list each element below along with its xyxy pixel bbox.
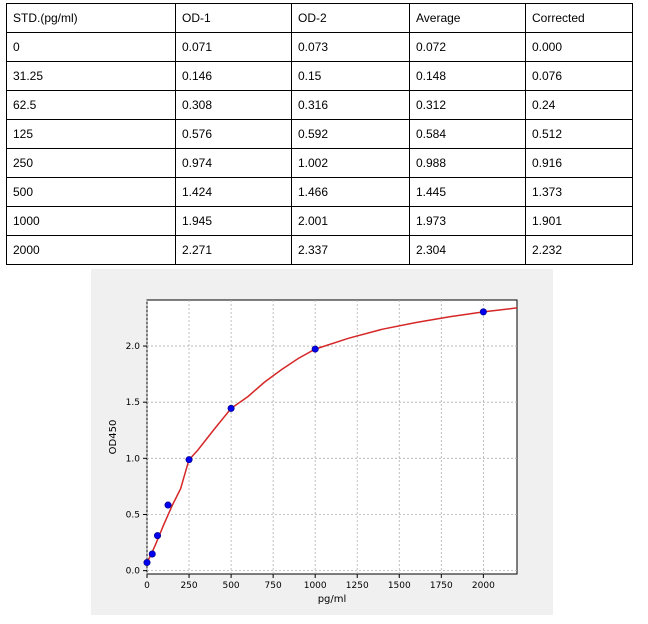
- table-cell: 62.5: [6, 90, 176, 120]
- column-header: Corrected: [525, 3, 633, 33]
- table-cell: 500: [6, 177, 176, 207]
- table-row: 1000 1.945 2.001 1.973 1.901: [6, 206, 633, 236]
- table-cell: 250: [6, 148, 176, 178]
- table-cell: 0.073: [291, 32, 410, 62]
- column-header: OD-1: [175, 3, 292, 33]
- y-tick-label: 1.0: [126, 454, 141, 464]
- grid: [146, 300, 517, 574]
- table-row: 0 0.071 0.073 0.072 0.000: [6, 32, 633, 62]
- table-row: 125 0.576 0.592 0.584 0.512: [6, 119, 633, 149]
- table-cell: 0.308: [175, 90, 292, 120]
- x-tick-label: 750: [265, 581, 282, 591]
- x-tick-label: 1500: [388, 581, 411, 591]
- y-tick-label: 1.5: [126, 398, 140, 408]
- column-header: OD-2: [291, 3, 410, 33]
- table-row: 62.5 0.308 0.316 0.312 0.24: [6, 90, 633, 120]
- standard-curve-chart: 0 250 500 750 1000 1250 1500 1750 2000 0.0 0.5 1.0 1…: [108, 299, 518, 605]
- table-cell: 1.373: [525, 177, 633, 207]
- table-cell: 0.512: [525, 119, 633, 149]
- table-cell: 0.076: [525, 61, 633, 91]
- column-header: STD.(pg/ml): [6, 3, 176, 33]
- data-point: [185, 456, 193, 464]
- x-tick-label: 1750: [430, 581, 453, 591]
- table-row: 250 0.974 1.002 0.988 0.916: [6, 148, 633, 178]
- chart-panel: 0 250 500 750 1000 1250 1500 1750 2000 0.0 0.5 1.0 1…: [91, 269, 553, 615]
- table-cell: 1000: [6, 206, 176, 236]
- table-cell: 0.316: [291, 90, 410, 120]
- table-cell: 1.424: [175, 177, 292, 207]
- table-cell: 2.304: [409, 235, 526, 265]
- table-header-row: STD.(pg/ml) OD-1 OD-2 Average Corrected: [6, 3, 633, 33]
- table-cell: 0.148: [409, 61, 526, 91]
- table-cell: 0.584: [409, 119, 526, 149]
- table-cell: 0.24: [525, 90, 633, 120]
- table-cell: 0.072: [409, 32, 526, 62]
- x-tick-label: 500: [222, 581, 239, 591]
- data-point: [148, 550, 156, 558]
- y-tick-label: 2.0: [126, 342, 141, 352]
- axis-ticks: 0 250 500 750 1000 1250 1500 1750 2000 0.0 0.5 1.0 1…: [126, 342, 495, 591]
- table-cell: 0.988: [409, 148, 526, 178]
- table-cell: 0.576: [175, 119, 292, 149]
- fit-curve-layer: [146, 307, 518, 563]
- table-cell: 0.15: [291, 61, 410, 91]
- table-cell: 0.974: [175, 148, 292, 178]
- table-cell: 31.25: [6, 61, 176, 91]
- x-tick-label: 1250: [346, 581, 369, 591]
- y-axis-label: OD450: [108, 420, 119, 455]
- y-tick-label: 0.5: [126, 510, 140, 520]
- table-cell: 0.146: [175, 61, 292, 91]
- x-tick-label: 1000: [304, 581, 327, 591]
- x-tick-label: 0: [144, 581, 150, 591]
- table-cell: 1.445: [409, 177, 526, 207]
- table-cell: 0.592: [291, 119, 410, 149]
- x-tick-label: 250: [180, 581, 197, 591]
- data-point-layer: [143, 308, 487, 567]
- standard-curve-table: STD.(pg/ml) OD-1 OD-2 Average Corrected …: [6, 3, 633, 265]
- x-axis-label: pg/ml: [318, 594, 347, 605]
- table-cell: 0.000: [525, 32, 633, 62]
- data-point: [164, 501, 172, 509]
- table-row: 31.25 0.146 0.15 0.148 0.076: [6, 61, 633, 91]
- y-tick-label: 0.0: [126, 567, 141, 577]
- table-body: 0 0.071 0.073 0.072 0.000 31.25 0.146 0.15 0.148…: [6, 32, 633, 265]
- table-cell: 1.901: [525, 206, 633, 236]
- table-row: 500 1.424 1.466 1.445 1.373: [6, 177, 633, 207]
- table-cell: 0.916: [525, 148, 633, 178]
- table-row: 2000 2.271 2.337 2.304 2.232: [6, 235, 633, 265]
- table-cell: 2.337: [291, 235, 410, 265]
- table-cell: 1.002: [291, 148, 410, 178]
- data-point: [311, 345, 319, 353]
- table-cell: 2.001: [291, 206, 410, 236]
- table-cell: 2.271: [175, 235, 292, 265]
- fit-curve: [146, 307, 518, 563]
- table-cell: 125: [6, 119, 176, 149]
- table-cell: 0.071: [175, 32, 292, 62]
- table-cell: 2.232: [525, 235, 633, 265]
- plot-area: [146, 299, 518, 575]
- data-point: [143, 559, 151, 567]
- table-cell: 2000: [6, 235, 176, 265]
- data-point: [227, 404, 235, 412]
- column-header: Average: [409, 3, 526, 33]
- x-tick-label: 2000: [472, 581, 495, 591]
- data-point: [479, 308, 487, 316]
- table-cell: 0: [6, 32, 176, 62]
- table-cell: 1.973: [409, 206, 526, 236]
- data-point: [154, 532, 162, 540]
- table-cell: 1.466: [291, 177, 410, 207]
- table-cell: 1.945: [175, 206, 292, 236]
- table-cell: 0.312: [409, 90, 526, 120]
